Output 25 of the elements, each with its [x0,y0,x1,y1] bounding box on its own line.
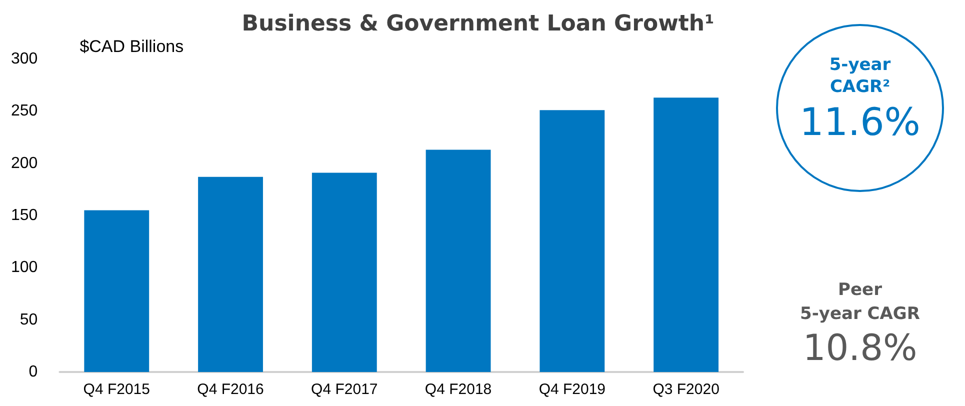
y-tick-label: 200 [10,154,38,172]
text: Peer 5-year CAGR [799,279,921,326]
x-tick-label: Q4 F2018 [424,381,492,398]
x-tick-label: Q4 F2015 [83,381,150,398]
y-tick-label: 300 [10,50,38,68]
y-tick-label: 150 [10,207,38,224]
bar [426,150,491,372]
text: 11.6% [798,100,922,144]
bar [540,110,605,372]
x-tick-label: Q3 F2020 [652,381,720,398]
bar [84,210,150,372]
y-axis-title: $CAD Billions [80,37,184,56]
text: 5-year CAGR² [828,54,892,98]
y-tick-label: 250 [10,102,38,120]
y-tick-label: 100 [10,259,38,276]
x-tick-label: Q4 F2016 [197,381,264,398]
bar [198,176,263,372]
bar [654,98,719,372]
chart-title: Business & Government Loan Growth¹ [242,12,714,36]
x-tick-label: Q4 F2019 [538,381,606,398]
y-tick-label: 50 [20,311,38,328]
x-tick-label: Q4 F2017 [311,381,378,398]
bar [312,172,377,372]
text: 10.8% [802,328,918,369]
y-tick-label: 0 [28,364,38,380]
